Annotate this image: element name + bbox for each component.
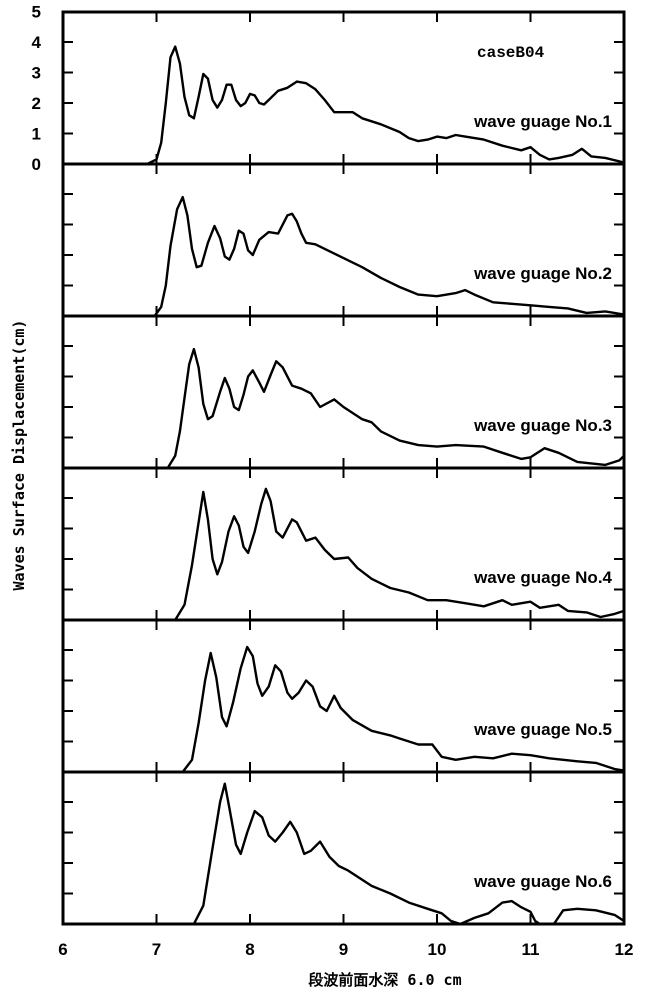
gauge-label-3: wave guage No.3: [473, 416, 612, 435]
y-tick-label: 0: [32, 155, 41, 174]
y-tick-label: 5: [32, 3, 41, 22]
y-axis-title: Waves Surface Displacement(cm): [10, 320, 28, 591]
series-line-gauge-1: [63, 45, 625, 166]
y-tick-label: 4: [32, 33, 42, 52]
y-tick-label: 1: [32, 125, 41, 144]
gauge-label-2: wave guage No.2: [473, 264, 612, 283]
x-tick-label: 6: [58, 940, 67, 959]
axis-tick-labels: wave guage No.1 wave guage No.2 wave guage…: [32, 3, 634, 960]
y-tick-label: 3: [32, 64, 41, 83]
case-label: caseB04: [477, 44, 545, 62]
gauge-label-4: wave guage No.4: [473, 568, 612, 587]
y-tick-label: 2: [32, 94, 41, 113]
gauge-label-5: wave guage No.5: [473, 720, 612, 739]
series-line-gauge-6: [63, 782, 625, 926]
x-tick-label: 11: [522, 940, 540, 959]
x-tick-label: 8: [245, 940, 254, 959]
x-tick-label: 10: [428, 940, 447, 959]
x-tick-label: 12: [615, 940, 634, 959]
x-tick-label: 7: [152, 940, 161, 959]
gauge-label-1: wave guage No.1: [473, 112, 612, 131]
series-line-gauge-2: [63, 195, 625, 318]
x-tick-label: 9: [339, 940, 348, 959]
axis-ticks: [63, 12, 624, 924]
x-axis-title: 段波前面水深 6.0 cm: [308, 971, 461, 989]
series-line-gauge-5: [63, 645, 625, 774]
series-line-gauge-4: [63, 487, 625, 622]
series-line-gauge-3: [63, 347, 625, 470]
gauge-label-6: wave guage No.6: [473, 872, 612, 891]
